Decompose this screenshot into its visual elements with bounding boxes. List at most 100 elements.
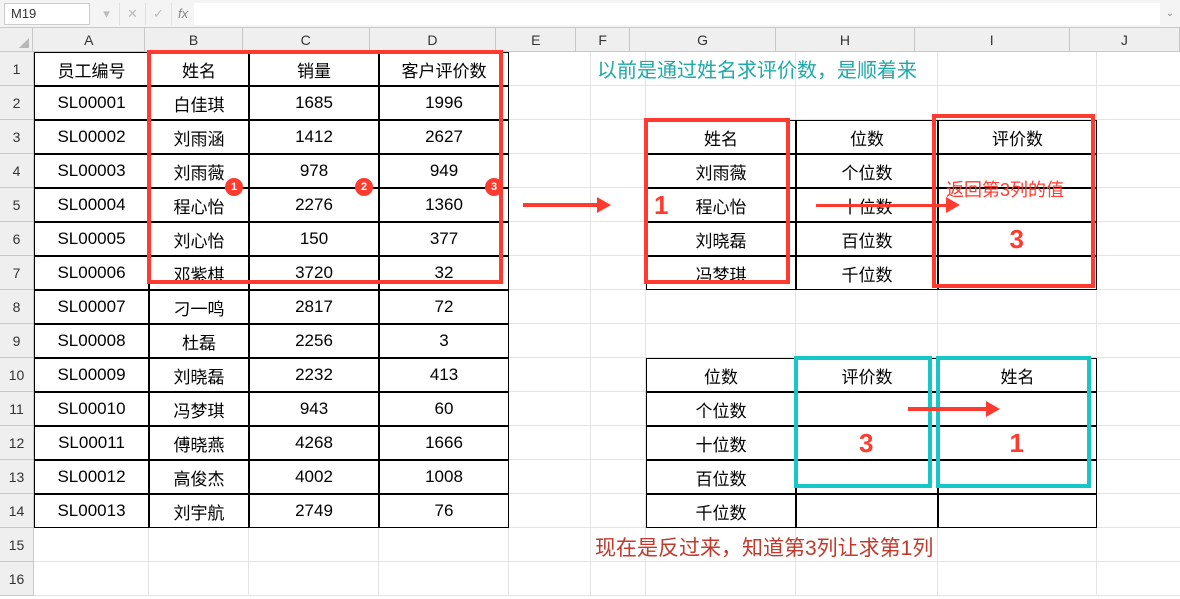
cell[interactable]: SL00004	[34, 188, 149, 222]
cell[interactable]: 百位数	[646, 460, 796, 494]
cell[interactable]	[938, 324, 1097, 358]
cell[interactable]	[591, 290, 646, 324]
cell[interactable]: 个位数	[646, 392, 796, 426]
cell[interactable]	[646, 562, 796, 596]
cell[interactable]	[591, 460, 646, 494]
column-header[interactable]: A	[33, 28, 145, 52]
cell[interactable]	[509, 154, 591, 188]
cell[interactable]	[938, 494, 1097, 528]
cell[interactable]	[379, 528, 509, 562]
cell[interactable]	[509, 358, 591, 392]
cell[interactable]	[509, 52, 591, 86]
row-header[interactable]: 3	[0, 120, 34, 154]
cell[interactable]	[591, 86, 646, 120]
cell[interactable]: SL00009	[34, 358, 149, 392]
cell[interactable]: 2256	[249, 324, 379, 358]
cell[interactable]: 4268	[249, 426, 379, 460]
cell[interactable]: SL00005	[34, 222, 149, 256]
name-box-dropdown-icon[interactable]: ▾	[94, 3, 120, 25]
cell[interactable]: 76	[379, 494, 509, 528]
cell[interactable]: 冯梦琪	[149, 392, 249, 426]
cell[interactable]	[646, 324, 796, 358]
row-header[interactable]: 15	[0, 528, 34, 562]
row-header[interactable]: 7	[0, 256, 34, 290]
cell[interactable]	[509, 426, 591, 460]
cell[interactable]: SL00003	[34, 154, 149, 188]
cell[interactable]: 2232	[249, 358, 379, 392]
column-header[interactable]: F	[576, 28, 630, 52]
row-header[interactable]: 16	[0, 562, 34, 596]
cell[interactable]	[149, 528, 249, 562]
cell[interactable]	[34, 528, 149, 562]
column-header[interactable]: E	[496, 28, 576, 52]
cell[interactable]: 2749	[249, 494, 379, 528]
cell[interactable]	[591, 154, 646, 188]
cell[interactable]	[646, 86, 796, 120]
cell[interactable]	[796, 562, 938, 596]
column-header[interactable]: I	[915, 28, 1070, 52]
cell[interactable]	[591, 120, 646, 154]
cell[interactable]	[249, 562, 379, 596]
cell[interactable]	[1097, 528, 1180, 562]
cell[interactable]: 千位数	[646, 494, 796, 528]
cell[interactable]	[1097, 120, 1180, 154]
cell[interactable]	[1097, 188, 1180, 222]
cell[interactable]: SL00013	[34, 494, 149, 528]
cell[interactable]: 1666	[379, 426, 509, 460]
cell[interactable]	[509, 222, 591, 256]
row-header[interactable]: 1	[0, 52, 34, 86]
cell[interactable]	[1097, 358, 1180, 392]
cell[interactable]: 刁一鸣	[149, 290, 249, 324]
cell[interactable]	[1097, 460, 1180, 494]
row-header[interactable]: 14	[0, 494, 34, 528]
cell[interactable]: SL00011	[34, 426, 149, 460]
cell[interactable]	[938, 290, 1097, 324]
cell[interactable]: SL00008	[34, 324, 149, 358]
cell[interactable]	[34, 562, 149, 596]
cell[interactable]: 刘宇航	[149, 494, 249, 528]
cell[interactable]	[938, 52, 1097, 86]
cell[interactable]: 943	[249, 392, 379, 426]
cell[interactable]: 4002	[249, 460, 379, 494]
cell[interactable]	[796, 86, 938, 120]
cell[interactable]: 60	[379, 392, 509, 426]
cell[interactable]	[796, 324, 938, 358]
column-header[interactable]: D	[370, 28, 497, 52]
cell[interactable]: 位数	[796, 120, 938, 154]
cell[interactable]: 十位数	[646, 426, 796, 460]
cell[interactable]: 3	[379, 324, 509, 358]
cell[interactable]	[1097, 154, 1180, 188]
cell[interactable]	[938, 562, 1097, 596]
formula-bar-expand-icon[interactable]: ⌄	[1160, 8, 1180, 19]
row-header[interactable]: 4	[0, 154, 34, 188]
cell[interactable]	[591, 256, 646, 290]
cell[interactable]	[1097, 52, 1180, 86]
cell[interactable]: 刘晓磊	[149, 358, 249, 392]
cell[interactable]	[509, 528, 591, 562]
cell[interactable]	[1097, 222, 1180, 256]
cell[interactable]	[509, 256, 591, 290]
cell[interactable]: 413	[379, 358, 509, 392]
cell[interactable]: 杜磊	[149, 324, 249, 358]
select-all-corner[interactable]	[0, 28, 33, 52]
cell[interactable]	[509, 494, 591, 528]
cell[interactable]	[646, 290, 796, 324]
cell[interactable]	[1097, 324, 1180, 358]
cell[interactable]	[591, 222, 646, 256]
cell[interactable]	[796, 290, 938, 324]
cell[interactable]	[591, 562, 646, 596]
cell[interactable]: SL00012	[34, 460, 149, 494]
row-header[interactable]: 13	[0, 460, 34, 494]
cell[interactable]: SL00010	[34, 392, 149, 426]
cell[interactable]	[1097, 86, 1180, 120]
row-header[interactable]: 11	[0, 392, 34, 426]
row-header[interactable]: 8	[0, 290, 34, 324]
formula-input[interactable]	[194, 3, 1160, 25]
cell[interactable]: 傅晓燕	[149, 426, 249, 460]
row-header[interactable]: 2	[0, 86, 34, 120]
cell[interactable]	[149, 562, 249, 596]
column-header[interactable]: J	[1070, 28, 1180, 52]
row-header[interactable]: 10	[0, 358, 34, 392]
column-header[interactable]: C	[243, 28, 370, 52]
cell[interactable]: 1008	[379, 460, 509, 494]
